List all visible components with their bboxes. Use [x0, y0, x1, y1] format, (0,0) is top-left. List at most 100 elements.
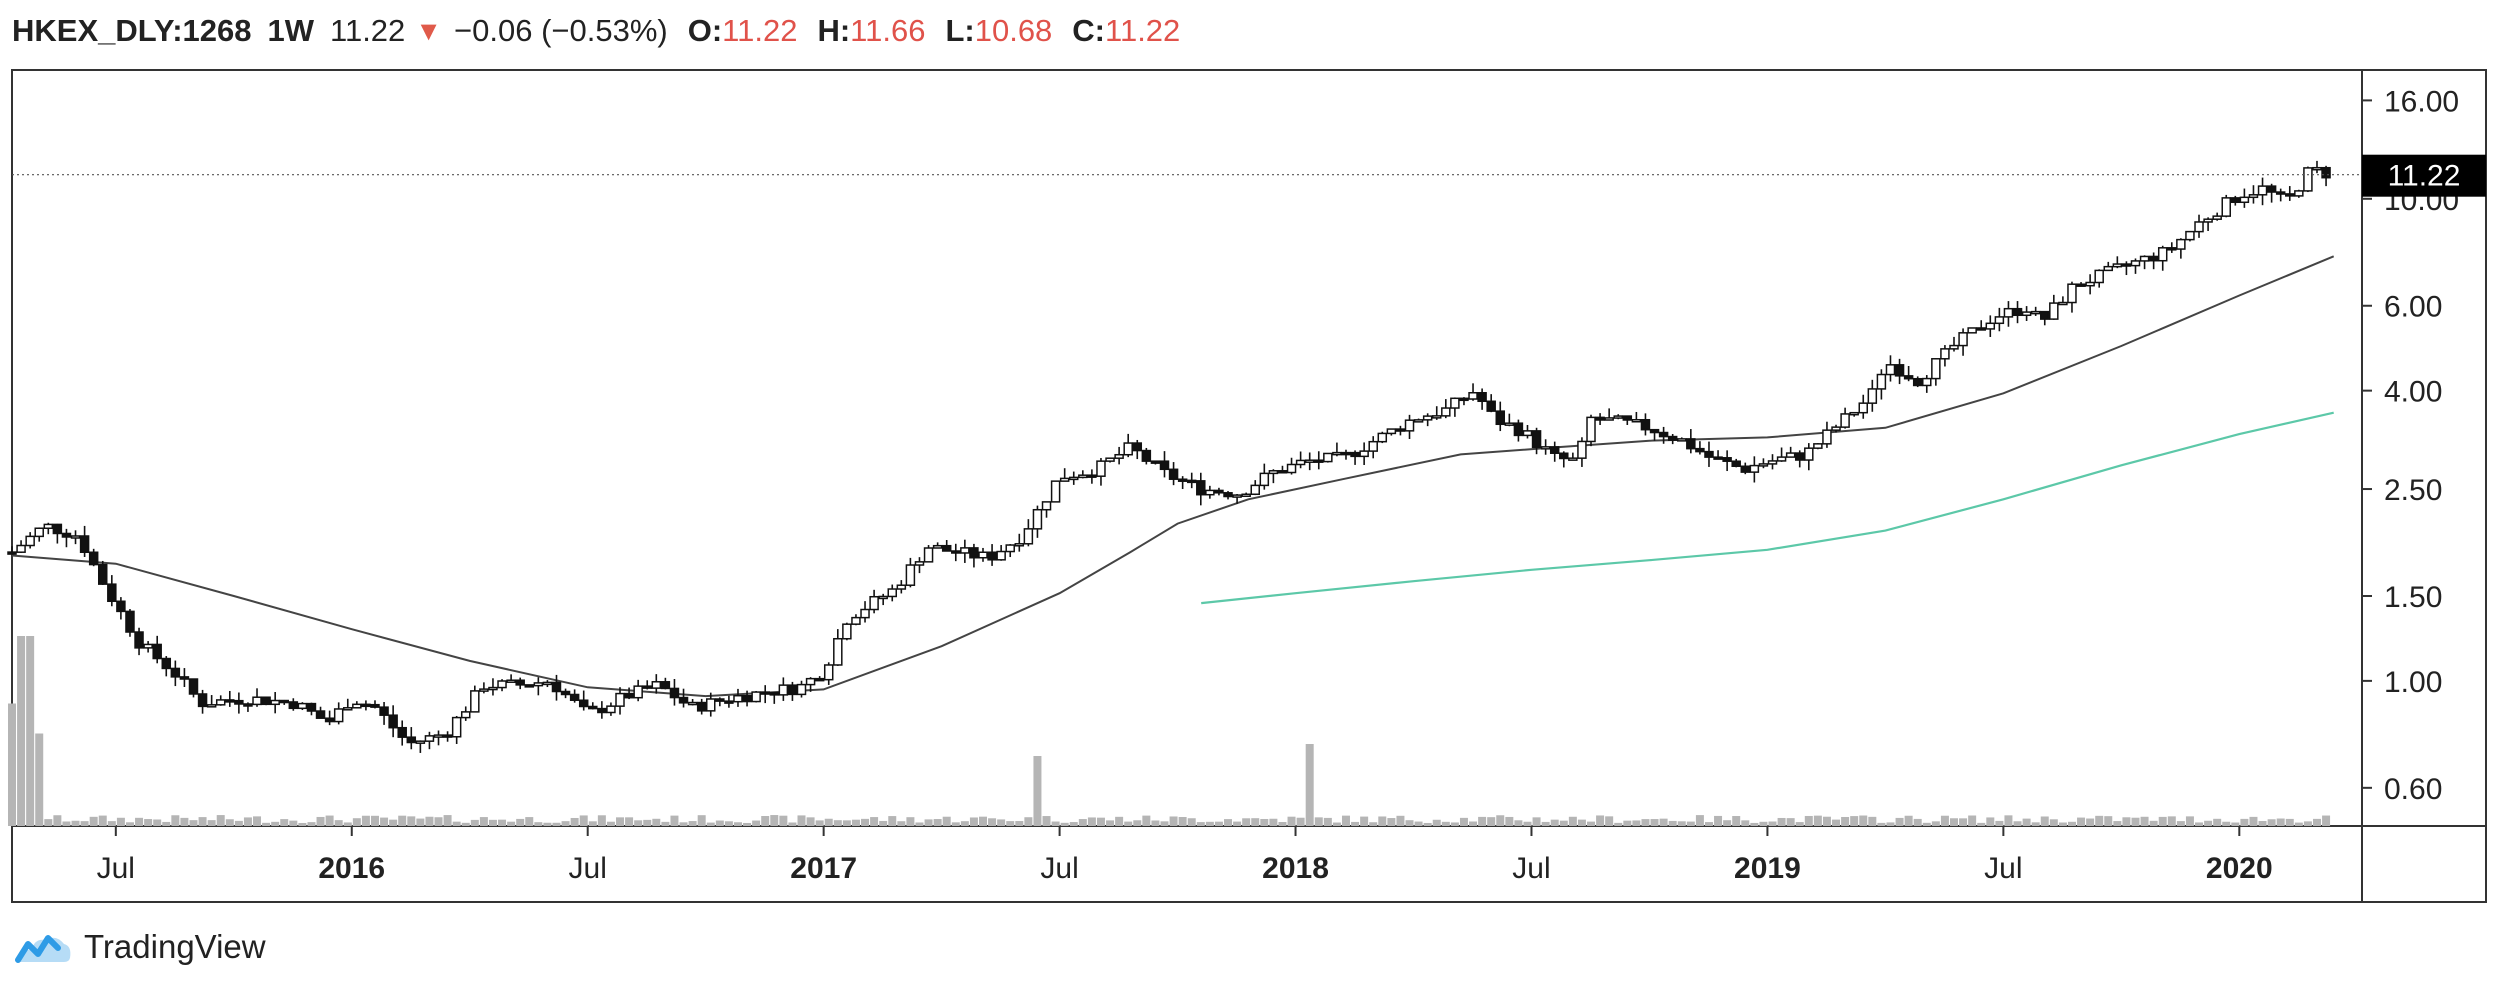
volume-bar: [2249, 816, 2258, 826]
candle-body: [1912, 377, 1923, 387]
volume-bar: [1977, 822, 1986, 826]
volume-bar: [1060, 822, 1069, 826]
volume-bar: [1296, 817, 1305, 826]
candle-body: [1949, 344, 1959, 350]
volume-bar: [452, 821, 461, 826]
candle-body: [1976, 327, 1986, 331]
volume-bar: [253, 816, 262, 826]
volume-bar: [116, 817, 125, 826]
brand-logo[interactable]: TradingView: [14, 928, 266, 966]
volume-bar: [670, 815, 679, 826]
candle-body: [1804, 447, 1814, 461]
candle-body: [1422, 415, 1433, 421]
volume-bar: [1087, 817, 1096, 826]
chart-frame: [11, 69, 2487, 903]
candle-body: [1177, 478, 1188, 482]
candle-body: [869, 595, 879, 611]
volume-bar: [1895, 817, 1904, 826]
volume-bar: [434, 817, 443, 826]
candle-body: [842, 623, 852, 640]
volume-bar: [1496, 815, 1505, 826]
time-axis: Jul 2016 Jul 2017 Jul 2018 Jul 2019 Jul 2020: [97, 826, 2273, 885]
volume-bar: [1786, 818, 1795, 826]
volume-bar: [180, 817, 189, 826]
candle-body: [1722, 457, 1732, 462]
price-tick-label: 6.00: [2384, 291, 2442, 324]
volume-bar: [2204, 820, 2213, 826]
volume-bar: [1568, 816, 1577, 826]
candle-body: [2085, 281, 2095, 287]
high-label: H:: [817, 13, 851, 48]
volume-bar: [1523, 821, 1532, 826]
volume-bar: [2040, 816, 2049, 826]
candle-body: [1114, 453, 1124, 459]
candle-body: [1359, 450, 1369, 458]
candle-body: [597, 707, 607, 714]
volume-bar: [815, 820, 824, 826]
candle-body: [1431, 415, 1442, 419]
price-tick-label: 0.60: [2384, 773, 2442, 806]
moving-average-long: [1201, 411, 2334, 605]
volume-bar: [2213, 818, 2222, 826]
last-price-marker: 11.22: [12, 154, 2486, 197]
volume-bar: [216, 815, 225, 826]
volume-bar: [35, 733, 44, 826]
volume-bar: [1015, 821, 1024, 826]
volume-bar: [1850, 816, 1859, 826]
volume-bar: [1659, 818, 1668, 826]
volume-bar: [1124, 821, 1133, 826]
volume-bar: [1641, 819, 1650, 826]
symbol-name[interactable]: HKEX_DLY:1268: [12, 13, 252, 48]
candle-body: [424, 735, 435, 742]
volume-bar: [1332, 822, 1341, 826]
candle-body: [1441, 407, 1451, 417]
candle-body: [1758, 463, 1769, 467]
volume-bar: [298, 822, 307, 826]
candle-body: [996, 550, 1006, 561]
candle-body: [270, 699, 280, 706]
volume-bar: [189, 820, 198, 826]
last-price: 11.22: [330, 13, 406, 48]
candle-body: [215, 699, 226, 706]
volume-bar: [488, 819, 497, 826]
volume-bar: [1323, 817, 1332, 826]
volume-bar: [1614, 822, 1623, 826]
candle-body: [343, 707, 353, 711]
candle-body: [2239, 196, 2250, 204]
candle-body: [1323, 452, 1333, 463]
volume-bar: [715, 820, 724, 826]
volume-bar: [1142, 815, 1151, 826]
volume-bar: [1278, 822, 1287, 826]
candle-body: [79, 535, 90, 554]
price-tick-label: 1.50: [2384, 581, 2442, 614]
candle-body: [2139, 255, 2150, 262]
candle-body: [1023, 528, 1034, 545]
candle-body: [2312, 166, 2322, 171]
candle-body: [1232, 494, 1242, 498]
volume-bar: [1668, 820, 1677, 826]
interval-label[interactable]: 1W: [267, 13, 315, 48]
volume-bar: [661, 821, 670, 826]
volume-bar: [1559, 820, 1568, 826]
volume-bar: [370, 815, 379, 826]
candle-body: [243, 703, 253, 707]
candle-body: [678, 696, 689, 704]
candle-body: [2076, 283, 2086, 287]
candle-body: [1568, 457, 1578, 461]
candle-body: [696, 701, 707, 712]
candle-body: [2021, 311, 2032, 317]
candle-body: [1068, 476, 1079, 481]
candle-body: [1377, 432, 1388, 443]
candle-body: [751, 691, 761, 703]
candle-body: [515, 679, 525, 686]
volume-bar: [1459, 817, 1468, 826]
candle-body: [1141, 449, 1152, 462]
volume-bar: [1695, 815, 1704, 826]
time-tick-label: Jul: [97, 852, 135, 885]
candle-body: [470, 690, 480, 713]
candle-body: [1014, 543, 1025, 547]
volume-bar: [1187, 818, 1196, 826]
last-price-box: [2362, 154, 2486, 197]
volume-bar: [2004, 815, 2013, 826]
